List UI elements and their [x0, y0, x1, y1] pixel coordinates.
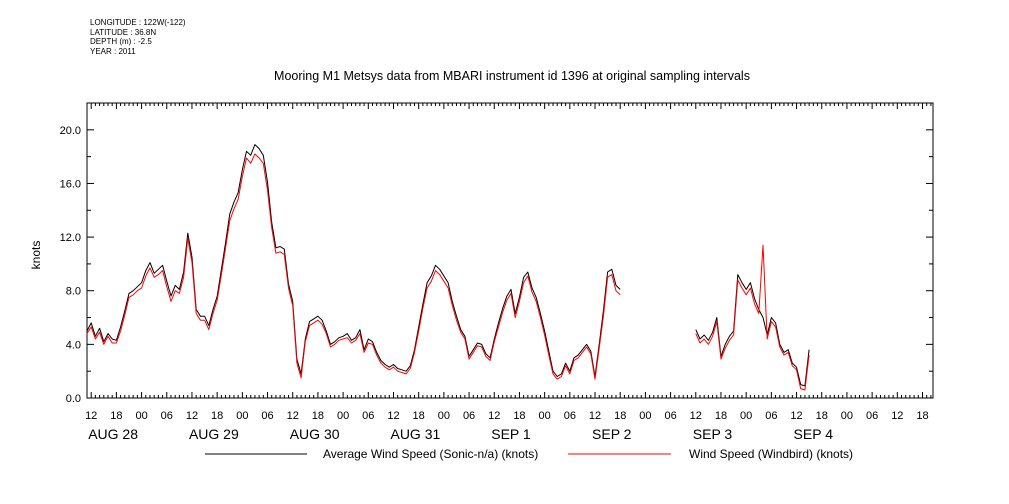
x-tick-label: 18 — [312, 410, 324, 422]
x-tick-label: 06 — [463, 410, 475, 422]
x-axis: 12 18 00 06 12 18 00 06 12 18 00 06 12 18 00 06 12 18 00 06… — [85, 410, 929, 442]
longitude-label: LONGITUDE : 122W(-122) — [90, 18, 186, 27]
x-tick-label: 06 — [866, 410, 878, 422]
x-tick-label: 18 — [413, 410, 425, 422]
x-tick-label: 06 — [261, 410, 273, 422]
x-tick-label: 00 — [740, 410, 752, 422]
date-label: AUG 31 — [390, 426, 440, 442]
y-tick-label: 4.0 — [66, 339, 81, 351]
x-tick-label: 18 — [110, 410, 122, 422]
x-tick-label: 00 — [236, 410, 248, 422]
legend: Average Wind Speed (Sonic-n/a) (knots) Wi… — [205, 447, 853, 461]
x-tick-label: 12 — [690, 410, 702, 422]
y-axis-label: knots — [29, 241, 43, 270]
x-tick-label: 12 — [891, 410, 903, 422]
x-tick-label: 18 — [614, 410, 626, 422]
x-tick-label: 12 — [186, 410, 198, 422]
x-tick-label: 06 — [664, 410, 676, 422]
date-label: SEP 2 — [592, 426, 632, 442]
y-tick-label: 0.0 — [66, 393, 81, 405]
year-label: YEAR : 2011 — [90, 46, 136, 56]
series-line-windbird-wind-speed — [535, 301, 592, 380]
x-tick-label: 18 — [816, 410, 828, 422]
latitude-label: LATITUDE : 36.8N — [90, 27, 157, 37]
date-label: AUG 30 — [290, 426, 340, 442]
date-label: SEP 1 — [491, 426, 531, 442]
x-tick-label: 12 — [488, 410, 500, 422]
x-tick-label: 18 — [916, 410, 928, 422]
x-tick-label: 18 — [715, 410, 727, 422]
x-tick-label: 06 — [362, 410, 374, 422]
series-line-windbird-wind-speed — [695, 244, 810, 391]
x-tick-label: 18 — [211, 410, 223, 422]
x-tick-label: 12 — [287, 410, 299, 422]
x-tick-label: 00 — [539, 410, 551, 422]
x-tick-label: 06 — [161, 410, 173, 422]
series-line-average-wind-speed — [535, 297, 592, 377]
series-line-windbird-wind-speed — [590, 274, 621, 380]
y-tick-label: 8.0 — [66, 286, 81, 298]
x-tick-label: 06 — [564, 410, 576, 422]
series-line-windbird-wind-speed — [86, 153, 537, 379]
x-tick-label: 12 — [589, 410, 601, 422]
x-tick-label: 00 — [841, 410, 853, 422]
x-tick-label: 12 — [387, 410, 399, 422]
date-label: SEP 4 — [794, 426, 834, 442]
chart-title: Mooring M1 Metsys data from MBARI instru… — [274, 69, 750, 83]
date-label: AUG 29 — [189, 426, 239, 442]
depth-label: DEPTH (m) : -2.5 — [90, 37, 152, 46]
y-tick-label: 12.0 — [60, 232, 81, 244]
x-tick-label: 12 — [790, 410, 802, 422]
date-label: AUG 28 — [88, 426, 138, 442]
x-tick-label: 00 — [639, 410, 651, 422]
y-axis: 0.0 4.0 8.0 12.0 16.0 20.0 — [60, 125, 933, 405]
x-tick-label: 18 — [513, 410, 525, 422]
series-line-average-wind-speed — [695, 274, 810, 387]
legend-label: Average Wind Speed (Sonic-n/a) (knots) — [323, 447, 538, 461]
series-group — [86, 144, 810, 391]
plot-border — [86, 102, 934, 399]
x-tick-label: 06 — [765, 410, 777, 422]
x-tick-label: 00 — [337, 410, 349, 422]
y-tick-label: 20.0 — [60, 125, 81, 137]
y-tick-label: 16.0 — [60, 178, 81, 190]
date-label: SEP 3 — [693, 426, 733, 442]
plot-frame — [86, 102, 934, 399]
series-line-average-wind-speed — [86, 144, 537, 375]
series-line-average-wind-speed — [590, 268, 621, 377]
metadata-block: LONGITUDE : 122W(-122) LATITUDE : 36.8N … — [90, 18, 186, 56]
x-tick-label: 00 — [438, 410, 450, 422]
x-tick-label: 12 — [85, 410, 97, 422]
legend-label: Wind Speed (Windbird) (knots) — [689, 447, 853, 461]
x-tick-label: 00 — [135, 410, 147, 422]
